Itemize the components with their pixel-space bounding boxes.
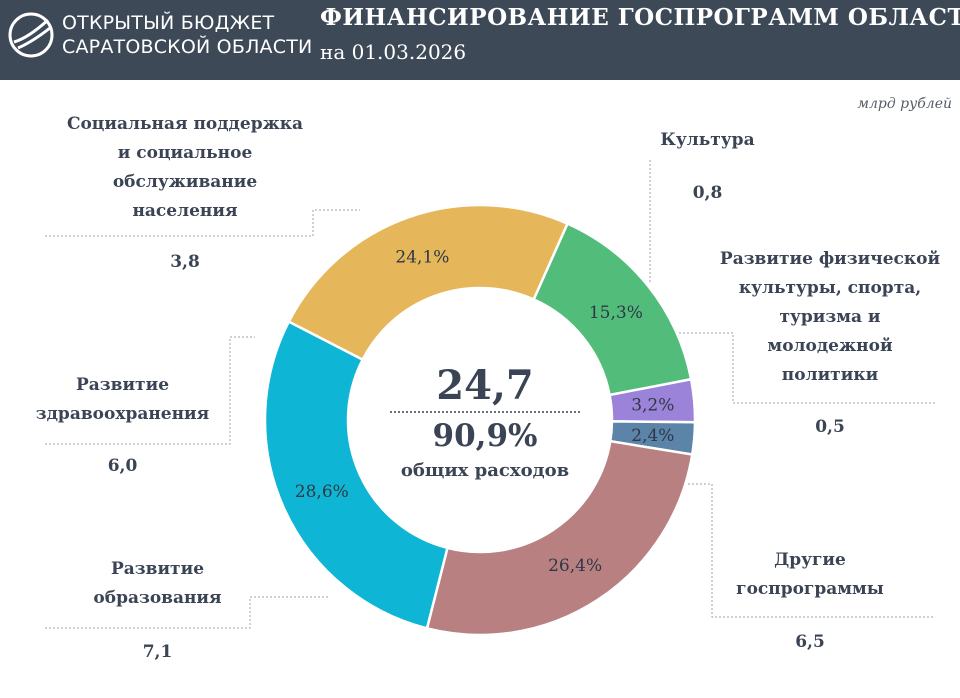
slice-category-label-2: Развитие физической культуры, спорта, тури… [700,245,960,390]
slice-value-label-1: 0,8 [692,183,723,203]
slice-category-label-line: Социальная поддержка [66,114,304,134]
leader-line-4 [45,596,330,629]
leader-line-3 [688,483,935,618]
center-total: 24,7 [436,362,534,409]
header-bar: ОТКРЫТЫЙ БЮДЖЕТ САРАТОВСКОЙ ОБЛАСТИ ФИНА… [0,0,960,80]
slice-category-label-1: Культура [600,126,815,155]
slice-category-label-line: госпрограммы [736,579,884,599]
leader-line-5 [45,336,255,445]
slice-category-label-line: и социальное [117,143,253,163]
slice-category-label-line: культуры, спорта, [738,278,922,298]
slice-category-label-line: Развитие [75,375,170,395]
brand-line-2: САРАТОВСКОЙ ОБЛАСТИ [62,36,313,58]
slice-category-label-line: населения [132,201,238,221]
brand-name: ОТКРЫТЫЙ БЮДЖЕТ САРАТОВСКОЙ ОБЛАСТИ [62,11,312,59]
slice-category-label-line: здравоохранения [35,404,210,424]
budget-logo-icon [8,12,54,58]
slice-4 [263,319,449,630]
slice-category-label-5: Развитие здравоохранения [0,371,245,429]
slice-5 [287,203,570,362]
slice-value-label-0: 3,8 [170,252,200,272]
brand-line-1: ОТКРЫТЫЙ БЮДЖЕТ [62,12,275,34]
slice-category-label-line: Другие [774,550,846,570]
slice-category-label-line: молодежной [767,336,893,356]
slice-category-label-line: Развитие физической [719,249,941,269]
slice-percent-label-5: 24,1% [395,247,449,267]
slice-percent-label-1: 3,2% [631,395,674,415]
slice-percent-label-2: 2,4% [631,426,674,446]
slice-percent-label-3: 26,4% [548,556,602,576]
leader-line-2 [676,332,935,404]
leader-line-0 [45,209,360,237]
slice-value-label-4: 7,1 [142,642,173,662]
slice-category-label-line: туризма и [779,307,881,327]
slice-category-label-line: политики [781,365,879,385]
slice-category-label-line: Культура [660,130,755,150]
slice-category-label-line: образования [93,588,222,608]
slice-value-label-3: 6,5 [795,632,825,652]
page-title: ФИНАНСИРОВАНИЕ ГОСПРОГРАММ ОБЛАСТИ [320,4,960,31]
slice-category-label-line: обслуживание [112,172,258,192]
center-note: общих расходов [400,460,570,481]
slice-value-label-2: 0,5 [815,417,845,437]
slice-percent-label-4: 28,6% [295,482,349,502]
center-percent: 90,9% [432,418,538,454]
slice-percent-label-0: 15,3% [589,303,643,323]
slice-3 [425,439,694,637]
slice-category-label-4: Развитие образования [40,555,275,613]
slice-value-label-5: 6,0 [107,456,138,476]
slice-category-label-line: Развитие [110,559,205,579]
slice-category-label-0: Социальная поддержка и социальное обслужив… [40,110,330,226]
units-label: млрд рублей [857,96,952,112]
slice-category-label-3: Другие госпрограммы [700,546,920,604]
page-subtitle: на 01.03.2026 [320,40,467,64]
